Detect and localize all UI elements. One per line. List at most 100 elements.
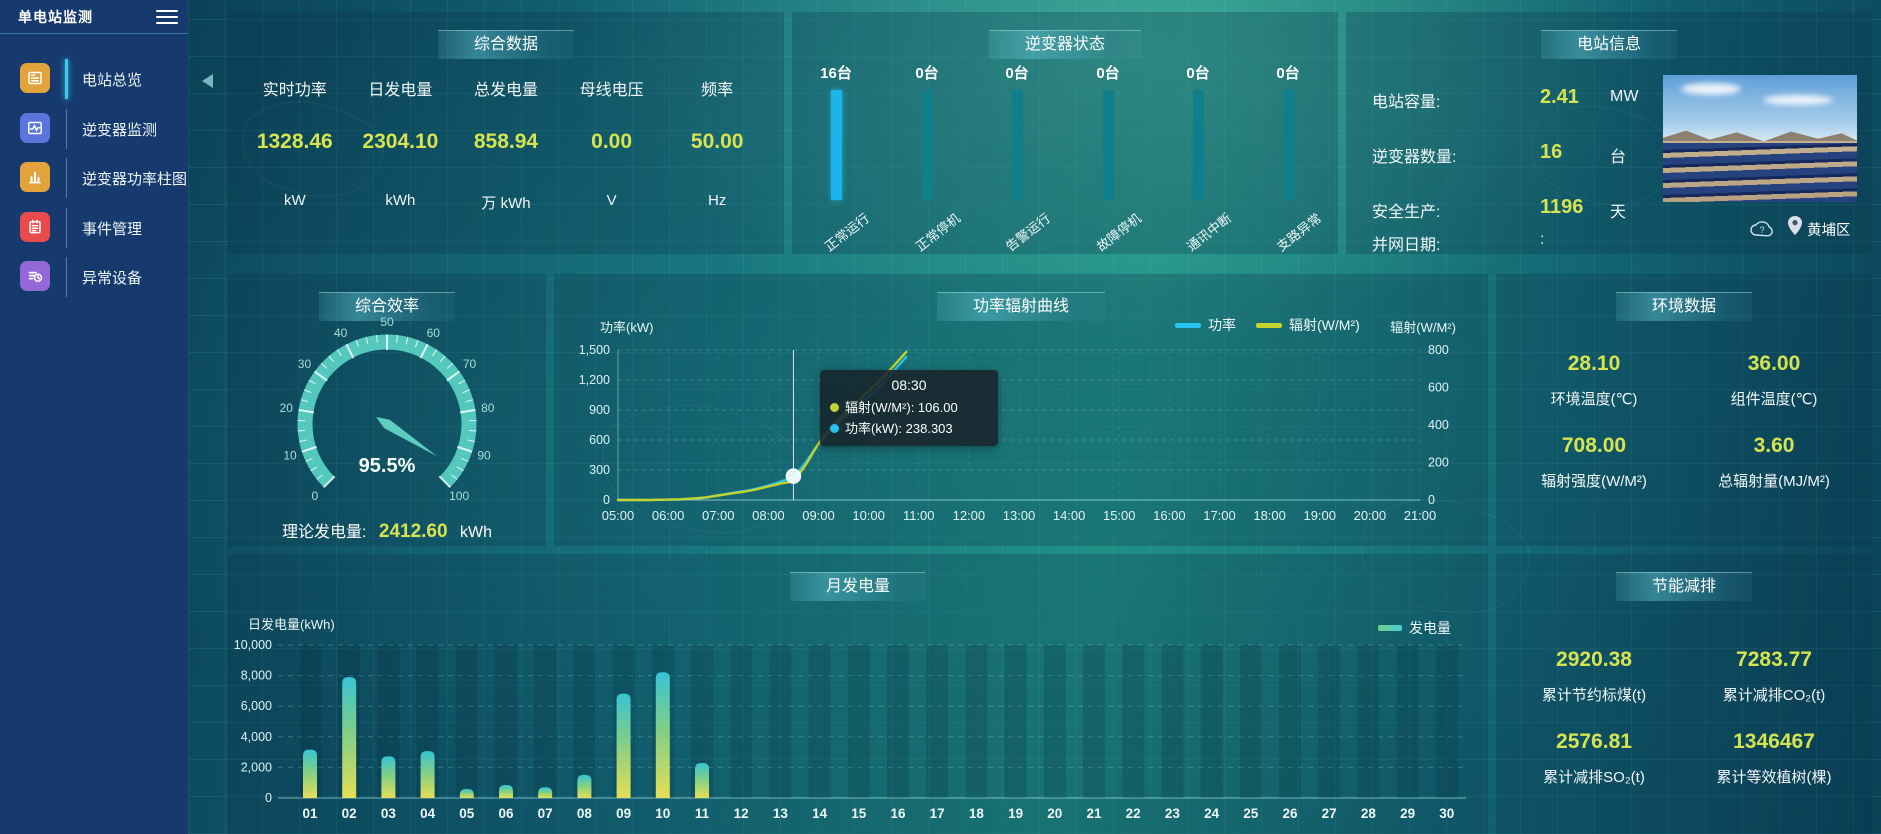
monthly-legend[interactable]: 发电量 <box>1378 618 1451 638</box>
svg-text:20: 20 <box>280 401 294 415</box>
svg-text:07: 07 <box>538 806 553 821</box>
svg-text:12:00: 12:00 <box>953 508 986 523</box>
stat-value: 0.00 <box>591 130 633 153</box>
stat-label: 母线电压 <box>579 82 644 99</box>
legend-item[interactable]: 功率 <box>1175 315 1236 335</box>
svg-text:15: 15 <box>851 806 867 821</box>
svg-text:16: 16 <box>890 806 906 821</box>
svg-text:29: 29 <box>1400 806 1415 821</box>
metric-value: 708.00 <box>1561 434 1627 457</box>
sidebar-item-2[interactable]: 逆变器监测 <box>0 107 188 151</box>
svg-text:2,000: 2,000 <box>241 760 272 774</box>
svg-text:06:00: 06:00 <box>652 508 685 523</box>
sidebar-item-3[interactable]: 逆变器功率柱图 <box>0 156 188 200</box>
stat-label: 实时功率 <box>262 82 327 99</box>
metric-value: 36.00 <box>1747 352 1801 375</box>
abnormal-device-icon <box>20 261 50 291</box>
inverter-count-label: 0台 <box>915 65 939 82</box>
metric-cell: 36.00 组件温度(℃) <box>1684 334 1864 416</box>
menu-item-indicator <box>66 108 67 149</box>
inverter-status-bar[interactable] <box>922 90 933 200</box>
panel-title-environment: 环境数据 <box>1615 292 1753 321</box>
station-info-row: 逆变器数量: 16 台 <box>1372 141 1662 167</box>
monthly-bar-chart[interactable]: 10,000 8,000 6,000 4,000 2,000 0 01 02 03 04 05 06 0… <box>228 610 1488 834</box>
stat-unit: kW <box>283 192 306 209</box>
inverter-status-category: 告警运行 <box>1002 210 1054 255</box>
efficiency-gauge-chart[interactable]: 0 10 20 30 40 50 60 70 80 90 100 95.5% <box>237 310 537 515</box>
svg-text:80: 80 <box>481 401 495 415</box>
metric-label: 累计等效植树(棵) <box>1716 769 1832 786</box>
svg-text:15:00: 15:00 <box>1103 508 1136 523</box>
inverter-status-bar[interactable] <box>831 90 842 200</box>
sidebar-item-1[interactable]: 电站总览 <box>0 57 188 101</box>
svg-text:?: ? <box>1759 225 1764 235</box>
metric-value: 3.60 <box>1753 434 1795 457</box>
svg-text:200: 200 <box>1428 456 1449 470</box>
inverter-status-category: 正常停机 <box>912 210 964 255</box>
svg-text:70: 70 <box>463 357 477 371</box>
inverter-status-bar[interactable] <box>1103 90 1114 200</box>
svg-text:26: 26 <box>1282 806 1298 821</box>
inverter-status-category: 正常运行 <box>821 210 873 255</box>
svg-text:0: 0 <box>312 489 319 503</box>
metric-cell: 2576.81 累计减排SO₂(t) <box>1504 712 1684 794</box>
inverter-count-label: 0台 <box>1005 65 1029 82</box>
svg-text:0: 0 <box>1428 493 1435 507</box>
metric-label: 辐射强度(W/M²) <box>1541 473 1647 490</box>
sidebar-header: 单电站监测 <box>0 0 188 34</box>
svg-text:14:00: 14:00 <box>1053 508 1086 523</box>
svg-text:95.5%: 95.5% <box>359 455 416 477</box>
svg-text:25: 25 <box>1243 806 1259 821</box>
svg-text:22: 22 <box>1126 806 1141 821</box>
svg-text:18: 18 <box>969 806 985 821</box>
inverter-status-category: 通讯中断 <box>1183 210 1235 255</box>
overview-icon <box>20 63 50 93</box>
metric-label: 环境温度(℃) <box>1550 391 1638 408</box>
menu-item-indicator <box>65 59 68 99</box>
svg-text:16:00: 16:00 <box>1153 508 1186 523</box>
svg-text:1,200: 1,200 <box>579 373 610 387</box>
summary-stat: 实时功率 1328.46 kW <box>242 76 348 213</box>
event-manage-icon <box>20 211 50 242</box>
metric-value: 7283.77 <box>1736 648 1812 671</box>
svg-text:13: 13 <box>773 806 789 821</box>
svg-text:12: 12 <box>734 806 749 821</box>
sidebar-item-4[interactable]: 事件管理 <box>0 206 188 250</box>
inverter-status-bar[interactable] <box>1012 90 1023 200</box>
station-row-label: 逆变器数量: <box>1372 149 1457 166</box>
panel-title-inverter-status: 逆变器状态 <box>988 30 1142 59</box>
svg-text:05:00: 05:00 <box>602 508 635 523</box>
sidebar-item-label: 电站总览 <box>82 72 143 89</box>
power-dot-icon <box>830 424 839 433</box>
station-info-row: 安全生产: 1196 天 <box>1372 196 1662 222</box>
svg-text:50: 50 <box>380 315 394 329</box>
svg-text:03: 03 <box>381 806 397 821</box>
svg-text:10: 10 <box>655 806 670 821</box>
inverter-status-bar[interactable] <box>1193 90 1204 200</box>
power-radiation-chart[interactable]: 功率(kW) 辐射(W/M²) 05:00 06:00 07:00 08:00 09:00 1… <box>554 310 1488 544</box>
menu-item-indicator <box>66 158 67 198</box>
station-row-label: 电站容量: <box>1372 94 1441 111</box>
sidebar-collapse-arrow[interactable] <box>202 74 213 88</box>
svg-text:21:00: 21:00 <box>1404 508 1437 523</box>
svg-text:0: 0 <box>603 493 610 507</box>
menu-toggle-icon[interactable] <box>154 6 180 26</box>
sidebar-item-5[interactable]: 异常设备 <box>0 255 188 299</box>
inverter-status-bar[interactable] <box>1283 90 1294 200</box>
svg-text:8,000: 8,000 <box>241 669 272 683</box>
theoretical-generation-row: 理论发电量: 2412.60 kWh <box>228 518 546 543</box>
inverter-status-column: 0台 故障停机 <box>1073 62 1144 254</box>
svg-text:11: 11 <box>695 806 710 821</box>
summary-stats: 实时功率 1328.46 kW 日发电量 2304.10 kWh 总发电量 858.94 万 k… <box>242 76 770 213</box>
svg-text:40: 40 <box>334 326 348 340</box>
svg-text:07:00: 07:00 <box>702 508 735 523</box>
metric-cell: 28.10 环境温度(℃) <box>1504 334 1684 416</box>
svg-text:23: 23 <box>1165 806 1181 821</box>
legend-dash-icon <box>1256 322 1282 328</box>
svg-text:27: 27 <box>1322 806 1337 821</box>
svg-text:100: 100 <box>449 489 469 503</box>
summary-stat: 母线电压 0.00 V <box>559 76 665 213</box>
legend-item[interactable]: 辐射(W/M²) <box>1256 315 1360 335</box>
stat-value: 858.94 <box>473 130 539 153</box>
station-row-value: 1196 <box>1540 196 1584 218</box>
